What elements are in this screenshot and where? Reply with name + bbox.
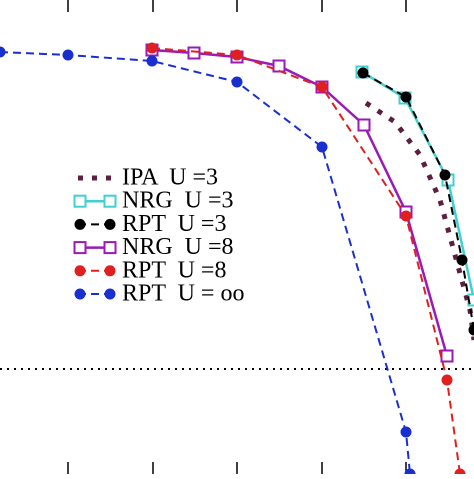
data-point bbox=[442, 351, 453, 362]
data-point bbox=[469, 325, 474, 336]
legend-marker bbox=[105, 242, 116, 253]
legend-label: RPT U =8 bbox=[122, 257, 226, 283]
data-point bbox=[401, 92, 412, 103]
legend-label: RPT U =3 bbox=[122, 211, 226, 237]
legend-marker bbox=[75, 289, 86, 300]
legend-label: NRG U =3 bbox=[122, 188, 234, 214]
data-point bbox=[317, 82, 328, 93]
data-point bbox=[274, 61, 285, 72]
data-point bbox=[147, 43, 158, 54]
data-point bbox=[401, 211, 412, 222]
legend-marker bbox=[105, 289, 116, 300]
legend-marker bbox=[75, 196, 86, 207]
legend-marker bbox=[105, 219, 116, 230]
legend-label: NRG U =8 bbox=[122, 234, 234, 260]
data-point bbox=[189, 48, 200, 59]
data-point bbox=[442, 375, 453, 386]
legend-marker bbox=[105, 265, 116, 276]
data-point bbox=[232, 77, 243, 88]
legend-marker bbox=[75, 242, 86, 253]
legend-marker bbox=[105, 196, 116, 207]
legend-label: IPA U =3 bbox=[122, 165, 218, 191]
legend-marker bbox=[75, 265, 86, 276]
data-point bbox=[0, 47, 6, 58]
data-point bbox=[455, 469, 466, 475]
data-point bbox=[440, 170, 451, 181]
legend-label: RPT U = oo bbox=[122, 281, 244, 307]
data-point bbox=[359, 120, 370, 131]
legend-marker bbox=[75, 219, 86, 230]
data-point bbox=[147, 56, 158, 67]
data-point bbox=[358, 68, 369, 79]
data-point bbox=[317, 142, 328, 153]
data-point bbox=[63, 50, 74, 61]
data-point bbox=[457, 255, 468, 266]
data-point bbox=[232, 50, 243, 61]
data-point bbox=[401, 427, 412, 438]
